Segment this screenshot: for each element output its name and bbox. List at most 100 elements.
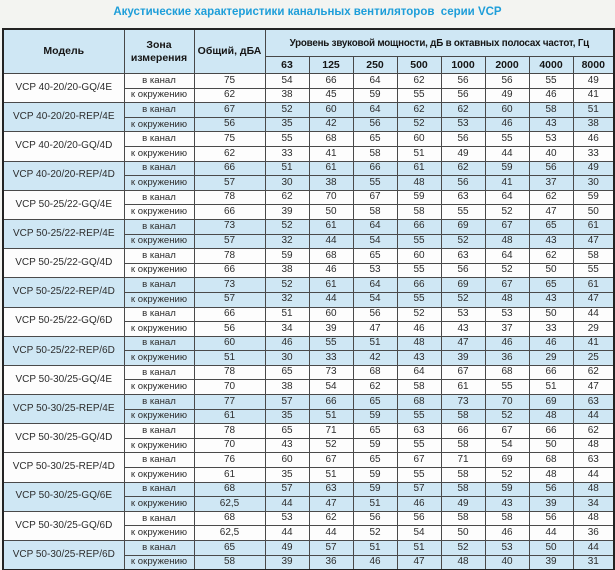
spl-value-1000hz: 73 (440, 394, 486, 410)
measurement-zone-label: в канал (123, 510, 195, 527)
spl-value-63hz: 52 (264, 277, 310, 293)
spl-value-63hz: 62 (264, 189, 310, 206)
spl-value-250hz: 55 (352, 175, 398, 191)
table-row: к окружению 66 39 50 58 58 55 52 47 50 (3, 204, 615, 220)
spl-value-2000hz: 67 (484, 423, 530, 439)
spl-value-8000hz: 34 (572, 496, 615, 512)
total-dba-value: 61 (193, 467, 266, 483)
spl-value-2000hz: 44 (484, 145, 530, 162)
total-dba-value: 56 (193, 116, 266, 133)
spl-value-2000hz: 48 (484, 233, 530, 250)
total-dba-value: 76 (193, 452, 266, 469)
table-row: к окружению 56 35 42 56 52 53 46 43 38 (3, 116, 615, 133)
spl-value-500hz: 48 (396, 175, 442, 191)
spl-value-2000hz: 52 (484, 408, 530, 425)
spl-value-250hz: 56 (352, 306, 398, 323)
spl-value-2000hz: 69 (484, 452, 530, 469)
spl-value-4000hz: 50 (528, 437, 574, 454)
measurement-zone-label: в канал (123, 73, 195, 89)
spl-value-63hz: 32 (264, 233, 310, 250)
measurement-zone-label: к окружению (123, 467, 195, 483)
table-row: VCP 50-25/22-GQ/4D в канал 78 59 68 65 60 63 64 6… (2, 248, 615, 279)
model-name: VCP 40-20/20-REP/4D (2, 160, 125, 191)
spl-value-125hz: 66 (308, 394, 354, 410)
spl-value-125hz: 62 (308, 510, 354, 527)
total-dba-value: 65 (193, 540, 266, 556)
spl-value-8000hz: 44 (572, 467, 615, 483)
spl-value-1000hz: 56 (440, 87, 486, 104)
spl-value-4000hz: 53 (528, 131, 574, 147)
measurement-zone-label: в канал (123, 394, 195, 410)
spl-value-500hz: 55 (396, 437, 442, 454)
total-dba-value: 62 (193, 145, 266, 162)
spl-value-63hz: 49 (264, 540, 310, 556)
total-dba-value: 57 (193, 233, 266, 250)
spl-value-125hz: 55 (308, 335, 354, 352)
model-name: VCP 50-25/22-GQ/4D (2, 248, 125, 279)
model-name: VCP 50-25/22-GQ/4E (2, 189, 125, 220)
measurement-zone-label: к окружению (123, 408, 195, 425)
measurement-zone-label: к окружению (123, 554, 195, 570)
spl-value-8000hz: 38 (572, 116, 615, 133)
table-row: к окружению 62 33 41 58 51 49 44 40 33 (3, 145, 615, 162)
spl-value-63hz: 38 (264, 87, 310, 104)
spl-value-8000hz: 51 (572, 102, 615, 118)
spl-value-8000hz: 63 (572, 394, 615, 410)
model-name: VCP 50-30/25-REP/4E (2, 394, 125, 425)
spl-value-250hz: 65 (352, 131, 398, 147)
spl-value-500hz: 67 (396, 452, 442, 469)
spl-value-1000hz: 52 (440, 291, 486, 308)
spl-value-500hz: 55 (396, 291, 442, 308)
spl-value-125hz: 41 (308, 145, 354, 162)
spl-value-8000hz: 48 (572, 437, 615, 454)
spl-value-8000hz: 61 (572, 277, 615, 293)
measurement-zone-label: в канал (123, 248, 195, 264)
spl-value-1000hz: 52 (440, 233, 486, 250)
total-dba-value: 66 (193, 306, 266, 323)
spl-value-250hz: 54 (352, 291, 398, 308)
spl-value-4000hz: 50 (528, 540, 574, 556)
spl-value-125hz: 44 (308, 525, 354, 541)
spl-value-8000hz: 63 (572, 452, 615, 469)
spl-value-500hz: 68 (396, 394, 442, 410)
header-freq-500: 500 (396, 56, 442, 74)
spl-value-1000hz: 53 (440, 116, 486, 133)
measurement-zone-label: в канал (123, 364, 195, 381)
spl-value-1000hz: 62 (440, 160, 486, 177)
spl-value-8000hz: 36 (572, 525, 615, 541)
spl-value-125hz: 61 (308, 218, 354, 235)
header-row-frequencies: 63 125 250 500 1000 2000 4000 8000 (3, 56, 615, 74)
spl-value-500hz: 48 (396, 335, 442, 352)
spl-value-250hz: 65 (352, 423, 398, 439)
spl-value-63hz: 44 (264, 496, 310, 512)
spl-value-2000hz: 54 (484, 437, 530, 454)
spl-value-4000hz: 66 (528, 423, 574, 439)
spl-value-125hz: 63 (308, 481, 354, 498)
spl-value-125hz: 68 (308, 248, 354, 264)
spl-value-2000hz: 52 (484, 262, 530, 279)
spl-value-63hz: 38 (264, 262, 310, 279)
spl-value-2000hz: 46 (484, 116, 530, 133)
measurement-zone-label: в канал (123, 189, 195, 206)
measurement-zone-label: в канал (123, 452, 195, 469)
spl-value-1000hz: 48 (440, 554, 486, 570)
spl-value-125hz: 68 (308, 131, 354, 147)
model-name: VCP 50-25/22-GQ/6D (2, 306, 125, 337)
table-row: VCP 50-30/25-REP/6D в канал 65 49 57 51 51 52 53… (2, 540, 615, 570)
header-freq-250: 250 (352, 56, 398, 74)
spl-value-1000hz: 71 (440, 452, 486, 469)
spl-value-8000hz: 47 (572, 291, 615, 308)
table-row: VCP 50-25/22-REP/6D в канал 60 46 55 51 48 47 46… (2, 335, 615, 366)
total-dba-value: 66 (193, 204, 266, 220)
spl-value-1000hz: 69 (440, 218, 486, 235)
table-row: VCP 50-25/22-REP/4E в канал 73 52 61 64 66 69 67… (2, 218, 615, 250)
table-row: VCP 50-30/25-GQ/6D в канал 68 53 62 56 56 58 58 5… (2, 510, 615, 542)
spl-value-500hz: 58 (396, 379, 442, 396)
total-dba-value: 57 (193, 175, 266, 191)
spl-value-4000hz: 62 (528, 189, 574, 206)
spl-value-125hz: 73 (308, 364, 354, 381)
spl-value-250hz: 67 (352, 189, 398, 206)
spl-value-500hz: 52 (396, 306, 442, 323)
total-dba-value: 62 (193, 87, 266, 104)
spl-value-500hz: 58 (396, 204, 442, 220)
